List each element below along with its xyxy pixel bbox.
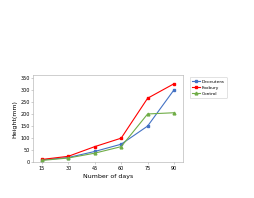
Control: [40, 159, 43, 162]
Deceutera: [172, 89, 176, 91]
Control: [146, 113, 149, 115]
Foxbury: [93, 146, 96, 148]
X-axis label: Number of days: Number of days: [83, 174, 133, 179]
Line: Deceutera: Deceutera: [40, 88, 176, 161]
Foxbury: [146, 97, 149, 99]
Foxbury: [172, 83, 176, 85]
Deceutera: [120, 143, 123, 145]
Deceutera: [146, 125, 149, 127]
Foxbury: [40, 158, 43, 161]
Line: Foxbury: Foxbury: [40, 82, 176, 161]
Legend: Deceutera, Foxbury, Control: Deceutera, Foxbury, Control: [189, 77, 227, 98]
Deceutera: [40, 159, 43, 161]
Line: Control: Control: [40, 111, 176, 162]
Deceutera: [67, 156, 70, 159]
Deceutera: [93, 150, 96, 153]
Control: [172, 111, 176, 114]
Control: [120, 146, 123, 148]
Foxbury: [120, 137, 123, 139]
Foxbury: [67, 155, 70, 157]
Control: [93, 152, 96, 154]
Y-axis label: Height(mm): Height(mm): [12, 100, 17, 138]
Control: [67, 157, 70, 159]
